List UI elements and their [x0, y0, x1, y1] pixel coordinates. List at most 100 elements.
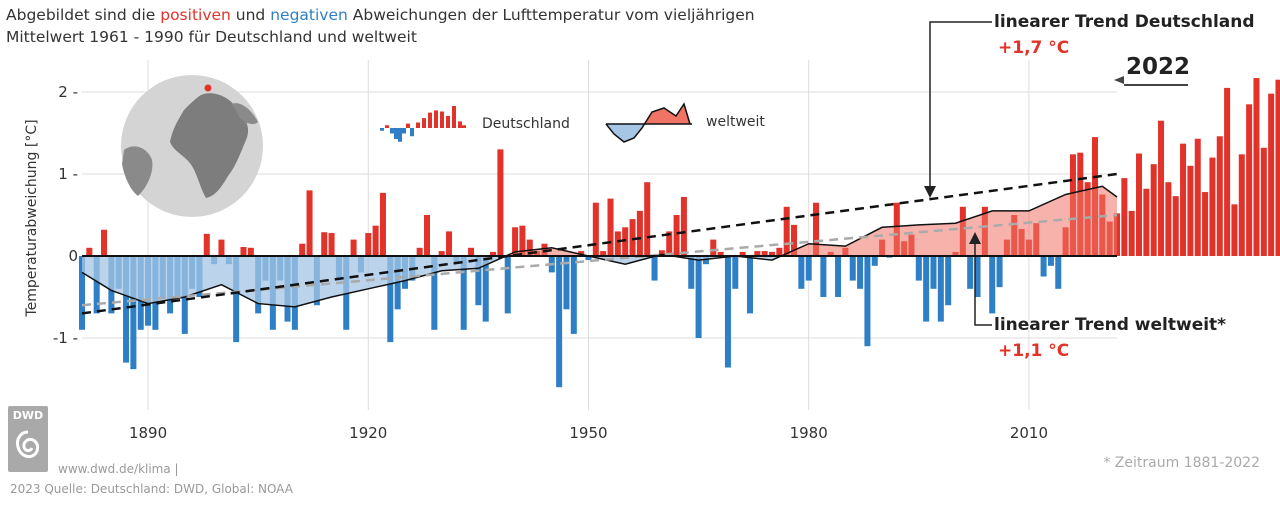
legend-germany-bar	[434, 110, 438, 128]
footnote: * Zeitraum 1881-2022	[1103, 455, 1260, 471]
legend-germany-bar	[398, 128, 402, 142]
y-tick-label: 0	[68, 247, 78, 265]
bar-germany-2032	[1187, 165, 1194, 256]
bar-germany-1947	[563, 256, 570, 310]
bar-germany-1974	[761, 251, 768, 256]
bar-germany-2034	[1202, 192, 1209, 256]
bar-germany-1975	[768, 251, 776, 256]
globe-asia	[232, 103, 258, 125]
bar-germany-1998	[937, 256, 944, 322]
bar-germany-1971	[739, 251, 746, 256]
bar-germany-1898	[203, 233, 210, 256]
bar-germany-1914	[321, 232, 328, 256]
bar-germany-1946	[556, 256, 563, 388]
globe-africa-europe	[170, 93, 249, 198]
bar-germany-1928	[423, 215, 431, 256]
bar-germany-1967	[710, 239, 717, 256]
bar-germany-1981	[813, 202, 820, 256]
bar-germany-1958	[644, 182, 651, 256]
bar-germany-2013	[1047, 256, 1054, 266]
bar-germany-1956	[629, 219, 636, 256]
subtitle-line-2: Mittelwert 1961 - 1990 für Deutschland u…	[6, 28, 417, 46]
subtitle-line-1: Abgebildet sind die positiven und negati…	[6, 4, 755, 26]
bar-germany-1973	[754, 251, 761, 256]
x-tick-label: 1890	[129, 424, 167, 442]
bar-germany-1884	[101, 229, 108, 256]
bar-germany-1980	[805, 256, 812, 281]
legend-world-area-positive	[606, 104, 690, 124]
legend-germany-bar	[402, 128, 406, 134]
bar-germany-1970	[732, 256, 739, 289]
subtitle-text: Abgebildet sind die	[6, 6, 161, 24]
germany-marker-icon	[204, 84, 212, 92]
bar-germany-1984	[835, 256, 842, 297]
bar-germany-2044	[1275, 79, 1280, 256]
bar-germany-1937	[490, 251, 497, 256]
y-tick-label: 1 -	[58, 165, 78, 183]
bar-germany-1887	[123, 256, 130, 363]
bar-germany-2025	[1136, 153, 1143, 256]
year-underline	[1124, 84, 1188, 86]
bar-germany-1976	[776, 247, 783, 256]
year-2022-label: 2022	[1126, 54, 1191, 80]
bar-germany-2030	[1172, 196, 1179, 256]
y-tick-label: 2 -	[58, 83, 78, 101]
bar-germany-2043	[1268, 93, 1275, 256]
bar-germany-1942	[526, 239, 533, 256]
bar-germany-1918	[350, 239, 357, 256]
dwd-swirl-icon	[16, 430, 40, 459]
bar-germany-2039	[1238, 154, 1245, 256]
legend-germany-bar	[440, 111, 444, 128]
bar-germany-1949	[578, 251, 585, 256]
trend-germany-value: +1,7 °C	[998, 38, 1070, 58]
bar-germany-1888	[130, 256, 137, 370]
bar-germany-1979	[798, 256, 805, 289]
bar-germany-2003	[974, 256, 981, 297]
bar-germany-1951	[592, 202, 599, 256]
legend-germany-bar	[394, 128, 398, 139]
trend-germany-arrow-icon	[924, 186, 936, 198]
legend-germany-bar	[422, 118, 426, 128]
subtitle-text: und	[230, 6, 271, 24]
bar-germany-1934	[468, 247, 475, 256]
legend-world-area-negative	[606, 124, 690, 142]
bar-germany-1964	[688, 256, 695, 289]
bar-germany-1939	[504, 256, 511, 314]
bar-germany-1923	[387, 256, 394, 343]
trend-germany-label: linearer Trend Deutschland	[994, 12, 1255, 32]
bar-germany-1954	[614, 231, 621, 256]
bar-germany-1927	[416, 247, 423, 256]
footer-url[interactable]: www.dwd.de/klima |	[58, 462, 179, 476]
bar-germany-1930	[438, 251, 445, 256]
bar-germany-2041	[1253, 78, 1260, 256]
bar-germany-1883	[93, 256, 100, 314]
bar-germany-1941	[519, 225, 526, 256]
legend-germany-bar	[428, 112, 432, 128]
bar-germany-1978	[791, 224, 798, 256]
year-2022-arrow-icon	[1114, 76, 1124, 84]
world-area-positive	[82, 186, 1117, 256]
trend-world-line	[81, 213, 1118, 307]
bar-germany-1989	[871, 256, 878, 266]
bar-germany-1929	[431, 256, 438, 330]
subtitle-text: Abweichungen der Lufttemperatur vom viel…	[347, 6, 755, 24]
bar-germany-1881	[78, 256, 86, 330]
x-tick-label: 1920	[349, 424, 387, 442]
legend-world-line	[605, 102, 691, 143]
legend-germany-bar	[406, 123, 410, 128]
bar-germany-1977	[783, 206, 790, 256]
bar-germany-1982	[820, 256, 827, 297]
bar-germany-1948	[570, 256, 577, 334]
bar-germany-1952	[600, 251, 607, 256]
bar-germany-2031	[1180, 143, 1187, 256]
axes: 1890 1920 1950 1980 2010 -1 - 0 1 - 2 - Temperatu…	[24, 83, 1117, 442]
bar-germany-2006	[996, 256, 1003, 288]
legend-germany-bar	[458, 121, 462, 128]
bar-germany-1950	[585, 256, 592, 261]
bar-germany-1962	[673, 215, 680, 256]
dwd-logo-text: DWD	[12, 409, 44, 422]
bar-germany-2040	[1246, 104, 1253, 256]
bar-germany-1963	[680, 196, 687, 256]
bar-germany-1965	[695, 256, 702, 338]
bar-germany-2035	[1209, 157, 1216, 256]
